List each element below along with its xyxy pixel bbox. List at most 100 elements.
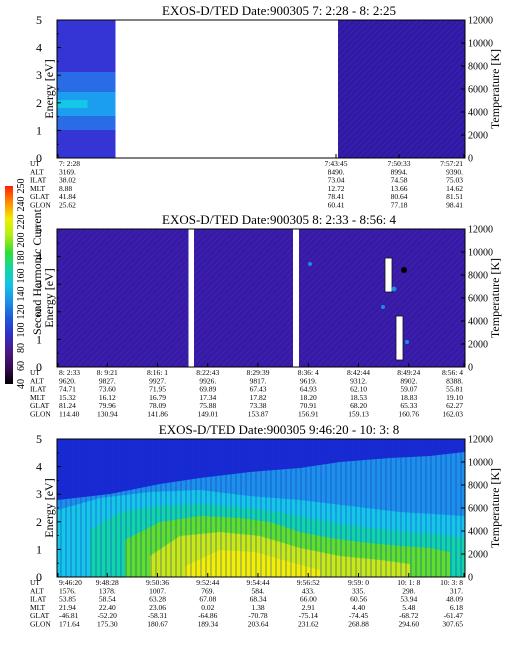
y2-tick-label: 2000	[468, 550, 488, 561]
y2-tick-label: 2000	[468, 340, 488, 351]
y-tick-label: 1	[36, 332, 42, 346]
table-cell: 8:22:43	[196, 368, 219, 377]
table-cell: -58.31	[148, 611, 168, 620]
table-cell: 9:48:28	[96, 578, 119, 587]
table-cell: 81.51	[446, 192, 463, 201]
colorbar-tick-label: 180	[16, 251, 27, 266]
table-cell: 75.88	[199, 401, 216, 410]
y2-tick-label: 12000	[468, 435, 493, 446]
colorbar-strip	[5, 186, 13, 384]
table-cell: 189.34	[197, 620, 218, 629]
table-cell: 74.58	[391, 176, 408, 185]
table-cell: 62.10	[350, 385, 367, 394]
table-cell: 68.34	[250, 595, 267, 604]
table-cell: 70.91	[300, 401, 317, 410]
table-cell: 65.33	[400, 401, 417, 410]
table-cell: 9:46:20	[59, 578, 82, 587]
table-cell: 433.	[302, 586, 315, 595]
table-cell: 9390.	[446, 167, 463, 176]
y-tick-label: 5	[36, 222, 42, 236]
panel-3-title: EXOS-D/TED Date:900305 9:46:20 - 10: 3: …	[159, 422, 399, 437]
table-cell: 60.41	[328, 201, 345, 210]
colorbar-ticks: 40 60 80 100 120 140 160 180 200 220 240 250	[16, 179, 27, 390]
panel-2: EXOS-D/TED Date:900305 8: 2:33 - 8:56: 4…	[30, 212, 502, 419]
y-tick-label: 4	[36, 41, 42, 55]
panel-1-axes: 0 1 2 3 4 5 0 2000 4000 6000 8000 10000 12000	[36, 13, 493, 165]
table-cell: -75.14	[299, 611, 319, 620]
table-row-label: ILAT	[30, 176, 47, 185]
table-cell: -52.20	[98, 611, 118, 620]
table-cell: 9927.	[149, 376, 166, 385]
colorbar-tick-label: 100	[16, 323, 27, 338]
y-tick-label: 3	[36, 68, 42, 82]
y2-tick-label: 0	[468, 363, 473, 374]
table-cell: 3169.	[59, 167, 76, 176]
table-cell: 78.09	[149, 401, 166, 410]
table-cell: 159.13	[348, 410, 369, 419]
table-cell: 63.28	[149, 595, 166, 604]
panel-3-stripes	[57, 439, 465, 577]
table-cell: 8490.	[328, 167, 345, 176]
table-cell: 18.20	[300, 393, 317, 402]
table-cell: 8994.	[391, 167, 408, 176]
y2-tick-label: 8000	[468, 481, 488, 492]
table-cell: 294.60	[398, 620, 419, 629]
y2-tick-label: 0	[468, 573, 473, 584]
y-tick-label: 5	[36, 13, 42, 27]
table-cell: 79.96	[99, 401, 116, 410]
panel-2-spot-1	[401, 267, 407, 273]
table-cell: 9827.	[99, 376, 116, 385]
table-cell: 8:56: 4	[442, 368, 463, 377]
y2-tick-label: 8000	[468, 62, 488, 73]
table-row-label: ALT	[30, 167, 44, 176]
y2-tick-label: 10000	[468, 248, 493, 259]
table-cell: 162.03	[442, 410, 463, 419]
y2-tick-label: 6000	[468, 504, 488, 515]
table-cell: 21.94	[59, 603, 76, 612]
table-cell: 7:57:21	[440, 159, 463, 168]
table-cell: 9:50:36	[146, 578, 169, 587]
y-tick-label: 1	[36, 123, 42, 137]
panel-2-spectrogram	[57, 229, 465, 367]
table-row-label: ALT	[30, 586, 44, 595]
table-cell: 10: 3: 8	[440, 578, 463, 587]
colorbar-tick-label: 240	[16, 197, 27, 212]
table-cell: 9619.	[300, 376, 317, 385]
table-row-label: UT	[30, 159, 40, 168]
table-cell: 9312.	[350, 376, 367, 385]
table-cell: 74.71	[59, 385, 76, 394]
table-cell: 80.64	[391, 192, 408, 201]
panel-1-segment-1-hot	[57, 100, 88, 108]
table-cell: 53.94	[400, 595, 417, 604]
y-tick-label: 0	[36, 360, 42, 374]
table-cell: 8: 2:33	[59, 368, 80, 377]
y2-tick-label: 6000	[468, 85, 488, 96]
table-cell: 171.64	[59, 620, 80, 629]
table-cell: 231.62	[298, 620, 319, 629]
table-cell: 6.18	[450, 603, 463, 612]
table-cell: 77.18	[391, 201, 408, 210]
table-cell: 18.83	[400, 393, 417, 402]
colorbar-tick-label: 40	[16, 379, 27, 389]
table-cell: 66.00	[300, 595, 317, 604]
table-cell: 2.91	[302, 603, 315, 612]
table-cell: 8:16: 1	[147, 368, 168, 377]
table-cell: 17.82	[250, 393, 267, 402]
table-cell: 317.	[450, 586, 463, 595]
table-cell: 9817.	[250, 376, 267, 385]
table-cell: 59.07	[400, 385, 417, 394]
table-cell: 1378.	[99, 586, 116, 595]
panel-3-orbit-table: UT 9:46:20 9:48:28 9:50:36 9:52:44 9:54:44 9:5…	[30, 578, 463, 629]
table-cell: 48.09	[446, 595, 463, 604]
table-cell: 38.02	[59, 176, 76, 185]
y-tick-label: 4	[36, 460, 42, 474]
panel-2-spot-3	[381, 305, 385, 309]
table-cell: 22.40	[99, 603, 116, 612]
table-cell: 55.81	[446, 385, 463, 394]
table-cell: 23.06	[149, 603, 166, 612]
table-cell: 180.67	[147, 620, 168, 629]
table-row-label: ILAT	[30, 385, 47, 394]
table-cell: 13.66	[391, 184, 408, 193]
table-cell: 67.08	[199, 595, 216, 604]
